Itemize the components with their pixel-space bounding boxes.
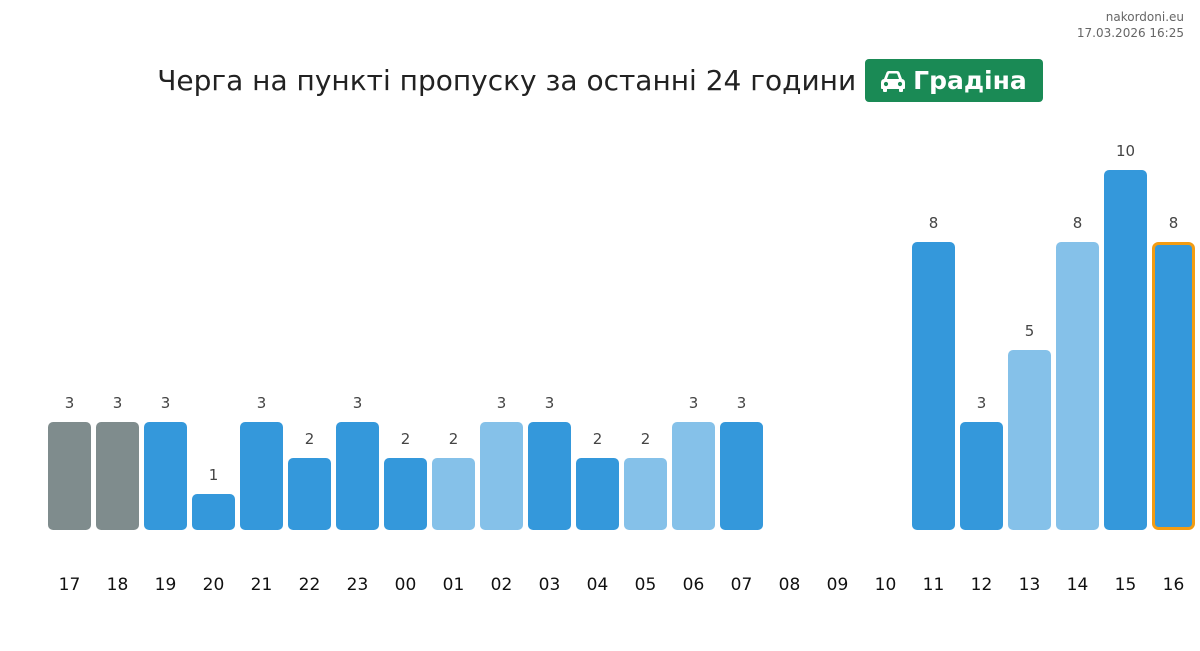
x-tick-label: 08 (779, 575, 801, 595)
source-site: nakordoni.eu (1105, 10, 1184, 24)
checkpoint-name: Градіна (913, 66, 1027, 95)
bar-value-label: 5 (1025, 322, 1035, 340)
bar (1008, 350, 1051, 530)
bar (240, 422, 283, 530)
bar (912, 242, 955, 530)
x-tick-label: 17 (59, 575, 81, 595)
bar-value-label: 2 (449, 430, 459, 448)
page-title: Черга на пункті пропуску за останні 24 г… (157, 64, 857, 97)
x-tick-label: 02 (491, 575, 513, 595)
bar-value-label: 3 (113, 394, 123, 412)
x-tick-label: 23 (347, 575, 369, 595)
bar (1104, 170, 1147, 530)
x-tick-label: 18 (107, 575, 129, 595)
x-tick-label: 00 (395, 575, 417, 595)
x-tick-label: 20 (203, 575, 225, 595)
x-tick-label: 06 (683, 575, 705, 595)
bar-value-label: 3 (977, 394, 987, 412)
bar-value-label: 3 (545, 394, 555, 412)
bar (480, 422, 523, 530)
header: Черга на пункті пропуску за останні 24 г… (0, 59, 1200, 102)
x-tick-label: 10 (875, 575, 897, 595)
bar-current-hour (1152, 242, 1195, 530)
bar (672, 422, 715, 530)
bar-value-label: 3 (497, 394, 507, 412)
bar-value-label: 2 (305, 430, 315, 448)
bar (1056, 242, 1099, 530)
bar-value-label: 2 (641, 430, 651, 448)
bar (720, 422, 763, 530)
x-tick-label: 22 (299, 575, 321, 595)
bar-value-label: 10 (1116, 142, 1135, 160)
bar-value-label: 1 (209, 466, 219, 484)
bar (576, 458, 619, 530)
bar-value-label: 3 (353, 394, 363, 412)
x-tick-label: 19 (155, 575, 177, 595)
checkpoint-badge: Градіна (865, 59, 1043, 102)
bar (96, 422, 139, 530)
bar-value-label: 3 (161, 394, 171, 412)
x-tick-label: 04 (587, 575, 609, 595)
x-tick-label: 09 (827, 575, 849, 595)
bar (192, 494, 235, 530)
bar-value-label: 3 (65, 394, 75, 412)
bar (624, 458, 667, 530)
x-tick-label: 12 (971, 575, 993, 595)
x-tick-label: 21 (251, 575, 273, 595)
x-tick-label: 11 (923, 575, 945, 595)
bar (432, 458, 475, 530)
source-timestamp: 17.03.2026 16:25 (1076, 26, 1184, 40)
bar (528, 422, 571, 530)
bar-value-label: 2 (593, 430, 603, 448)
bar (960, 422, 1003, 530)
x-tick-label: 14 (1067, 575, 1089, 595)
bar-value-label: 3 (737, 394, 747, 412)
bar-value-label: 2 (401, 430, 411, 448)
x-tick-label: 13 (1019, 575, 1041, 595)
x-tick-label: 05 (635, 575, 657, 595)
bar (384, 458, 427, 530)
bar (48, 422, 91, 530)
bar-value-label: 8 (1169, 214, 1179, 232)
bar (288, 458, 331, 530)
bar-value-label: 8 (1073, 214, 1083, 232)
car-icon (881, 70, 906, 92)
bar-value-label: 3 (689, 394, 699, 412)
bar-value-label: 3 (257, 394, 267, 412)
x-tick-label: 03 (539, 575, 561, 595)
x-tick-label: 15 (1115, 575, 1137, 595)
x-tick-label: 07 (731, 575, 753, 595)
x-tick-label: 01 (443, 575, 465, 595)
bar-value-label: 8 (929, 214, 939, 232)
source-info: nakordoni.eu 17.03.2026 16:25 (1077, 9, 1184, 41)
bar (144, 422, 187, 530)
bar (336, 422, 379, 530)
x-tick-label: 16 (1163, 575, 1185, 595)
